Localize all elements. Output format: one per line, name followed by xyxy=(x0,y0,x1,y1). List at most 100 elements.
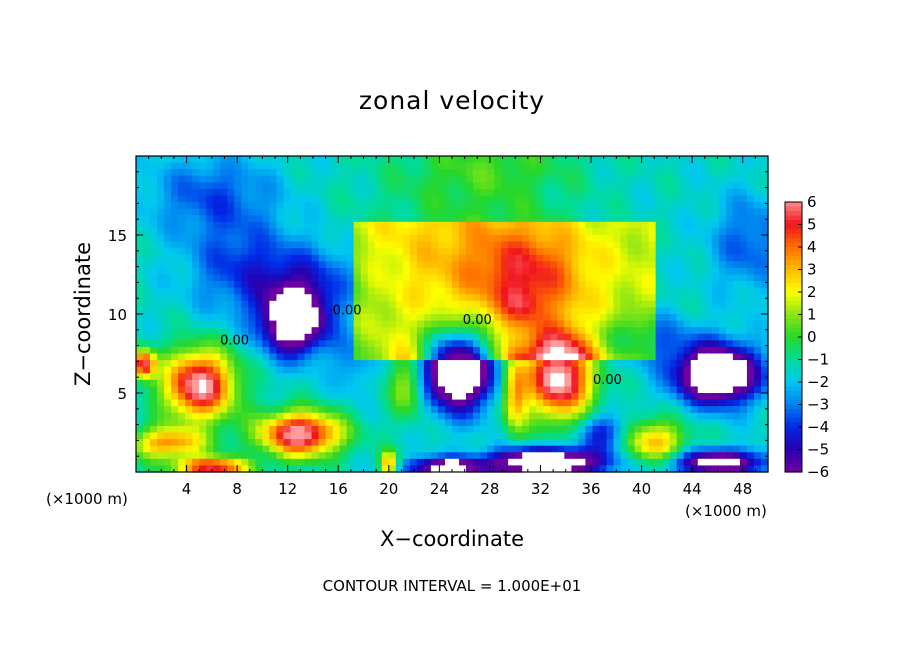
heatmap-cell xyxy=(704,432,713,440)
heatmap-cell xyxy=(634,366,643,374)
heatmap-cell xyxy=(409,254,418,262)
heatmap-cell xyxy=(746,445,755,453)
heatmap-cell xyxy=(753,379,762,388)
heatmap-cell xyxy=(613,195,622,203)
heatmap-cell xyxy=(704,452,713,460)
heatmap-cell xyxy=(227,248,235,256)
heatmap-cell xyxy=(571,425,579,434)
heatmap-cell xyxy=(346,228,355,236)
heatmap-cell xyxy=(501,419,509,427)
heatmap-cell xyxy=(374,320,383,328)
heatmap-cell xyxy=(662,373,671,381)
heatmap-cell xyxy=(185,412,193,420)
heatmap-cell xyxy=(613,281,622,289)
heatmap-cell xyxy=(753,208,762,216)
heatmap-cell xyxy=(332,386,341,394)
heatmap-cell xyxy=(648,366,657,374)
heatmap-cell xyxy=(206,287,214,295)
heatmap-cell xyxy=(613,465,622,473)
heatmap-cell xyxy=(494,419,502,427)
heatmap-cell xyxy=(367,327,376,335)
heatmap-cell xyxy=(655,340,664,348)
heatmap-cell xyxy=(136,445,144,453)
heatmap-cell xyxy=(318,228,327,236)
heatmap-cell xyxy=(178,399,186,407)
heatmap-cell xyxy=(746,195,755,203)
heatmap-cell xyxy=(206,221,214,230)
heatmap-cell xyxy=(318,188,327,197)
heatmap-cell xyxy=(437,393,446,401)
heatmap-cell xyxy=(346,379,355,388)
heatmap-cell xyxy=(452,300,460,309)
heatmap-cell xyxy=(297,458,306,467)
heatmap-cell xyxy=(599,175,608,183)
heatmap-cell xyxy=(613,202,622,210)
heatmap-cell xyxy=(515,340,523,348)
heatmap-cell xyxy=(515,215,523,223)
heatmap-cell xyxy=(269,169,278,177)
heatmap-cell xyxy=(437,432,446,440)
heatmap-cell xyxy=(487,373,495,381)
heatmap-cell xyxy=(557,287,565,295)
heatmap-cell xyxy=(711,188,720,197)
heatmap-cell xyxy=(199,208,207,216)
colorbar-segment xyxy=(785,301,802,307)
heatmap-cell xyxy=(760,195,769,203)
heatmap-cell xyxy=(346,445,355,453)
heatmap-cell xyxy=(676,439,685,447)
heatmap-cell xyxy=(501,445,509,453)
heatmap-cell xyxy=(690,353,699,361)
heatmap-cell xyxy=(494,465,502,473)
heatmap-cell xyxy=(711,373,720,381)
heatmap-cell xyxy=(143,169,151,177)
heatmap-cell xyxy=(164,188,172,197)
heatmap-cell xyxy=(206,393,214,401)
heatmap-cell xyxy=(536,175,544,183)
heatmap-cell xyxy=(466,393,474,401)
heatmap-cell xyxy=(416,294,425,302)
heatmap-cell xyxy=(416,412,425,420)
heatmap-cell xyxy=(515,175,523,183)
heatmap-cell xyxy=(297,432,306,440)
heatmap-cell xyxy=(641,412,650,420)
heatmap-cell xyxy=(150,248,158,256)
heatmap-cell xyxy=(388,314,397,322)
heatmap-cell xyxy=(662,188,671,197)
heatmap-cell xyxy=(276,261,285,269)
heatmap-cell xyxy=(325,379,334,388)
heatmap-cell xyxy=(655,379,664,388)
heatmap-cell xyxy=(220,399,228,407)
heatmap-cell xyxy=(452,439,460,447)
heatmap-cell xyxy=(430,294,439,302)
heatmap-cell xyxy=(304,406,313,414)
heatmap-cell xyxy=(718,366,727,374)
heatmap-cell xyxy=(508,393,516,401)
heatmap-cell xyxy=(262,360,271,368)
heatmap-cell xyxy=(459,182,467,190)
heatmap-cell xyxy=(522,215,530,223)
heatmap-cell xyxy=(473,274,481,282)
heatmap-cell xyxy=(494,366,502,374)
heatmap-cell xyxy=(437,294,446,302)
heatmap-cell xyxy=(234,333,242,341)
heatmap-cell xyxy=(171,261,179,269)
heatmap-cell xyxy=(711,241,720,249)
heatmap-cell xyxy=(473,267,481,276)
heatmap-cell xyxy=(725,458,734,467)
heatmap-cell xyxy=(409,156,418,164)
heatmap-cell xyxy=(150,432,158,440)
heatmap-cell xyxy=(332,195,341,203)
heatmap-cell xyxy=(473,208,481,216)
heatmap-cell xyxy=(494,320,502,328)
heatmap-cell xyxy=(444,432,453,440)
heatmap-cell xyxy=(255,169,263,177)
heatmap-cell xyxy=(360,353,369,361)
heatmap-cell xyxy=(423,267,432,276)
heatmap-cell xyxy=(746,386,755,394)
heatmap-cell xyxy=(522,373,530,381)
heatmap-cell xyxy=(444,307,453,315)
heatmap-cell xyxy=(452,241,460,249)
heatmap-cell xyxy=(164,373,172,381)
heatmap-cell xyxy=(760,314,769,322)
